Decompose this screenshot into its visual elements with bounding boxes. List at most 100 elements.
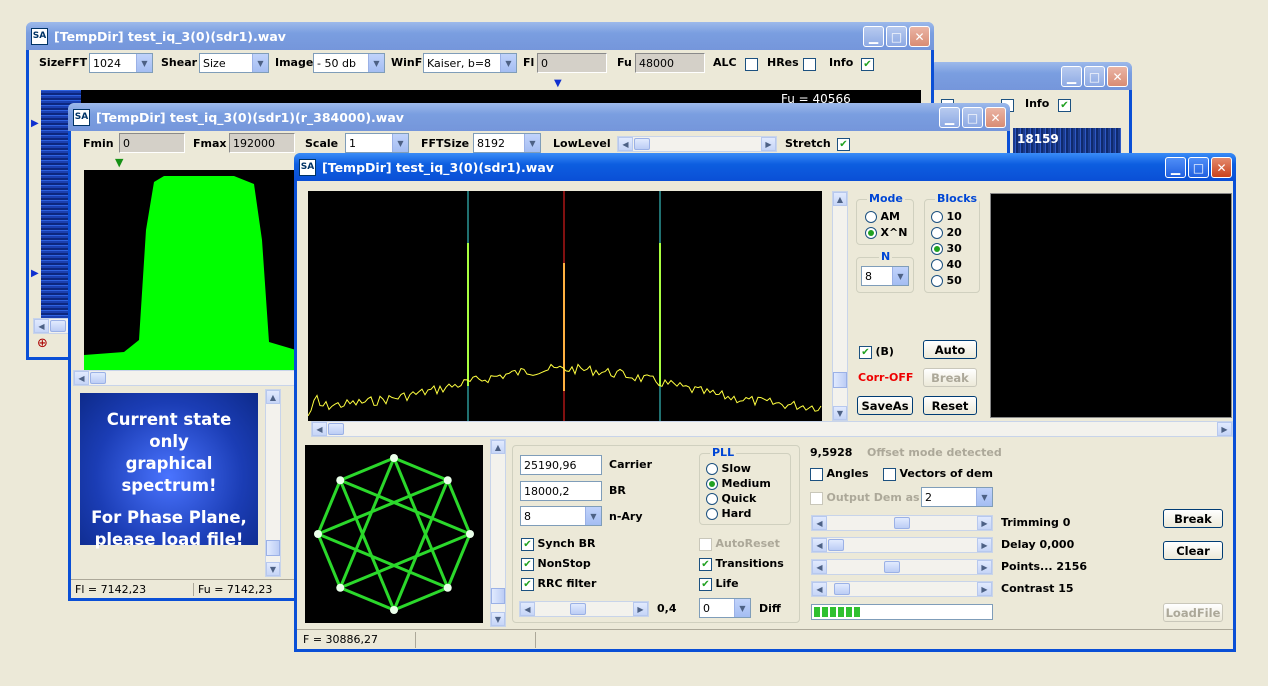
msg-line1: Current state [106,410,232,429]
mode-xn-radio[interactable] [865,227,877,239]
pll-quick-radio[interactable] [706,493,718,505]
window-main-titlebar[interactable]: SA [TempDir] test_iq_3(0)(sdr1).wav ▁ □ … [294,153,1236,181]
n-select[interactable]: 8 ▼ [861,266,909,286]
blocks-20-radio[interactable] [931,227,943,239]
blocks-30-label: 30 [946,242,962,255]
marker-icon[interactable]: ▼ [554,78,562,89]
chevron-down-icon: ▼ [252,54,268,72]
pll-slow-label: Slow [721,462,751,475]
vectors-checkbox[interactable] [883,467,896,481]
delay-slider[interactable]: ◀ ▶ [811,537,993,553]
close-icon[interactable]: ✕ [909,26,930,47]
diff-select[interactable]: 0 ▼ [699,598,751,618]
angles-checkbox[interactable] [810,467,823,481]
life-checkbox[interactable]: ✔ [699,577,712,591]
filter-slider[interactable]: ◀ ▶ [519,601,649,617]
info-label: Info [1025,97,1050,110]
close-icon[interactable]: ✕ [985,107,1006,128]
stretch-label: Stretch [785,137,831,150]
info-checkbox[interactable]: ✔ [1058,98,1071,112]
nonstop-checkbox[interactable]: ✔ [521,557,534,571]
loadfile-button[interactable]: LoadFile [1163,603,1223,622]
stretch-checkbox[interactable]: ✔ [837,137,850,151]
output-dem-select[interactable]: 2 ▼ [921,487,993,507]
rrc-filter-label: RRC filter [537,577,597,590]
minimize-icon[interactable]: ▁ [1061,66,1082,87]
scale-select[interactable]: 1 ▼ [345,133,409,153]
maximize-icon[interactable]: □ [1188,157,1209,178]
progress-bar [811,604,993,620]
lowlevel-label: LowLevel [553,137,611,150]
output-dem-checkbox[interactable] [810,491,823,505]
auto-button[interactable]: Auto [923,340,977,359]
window-title: [TempDir] test_iq_3(0)(sdr1)(r_384000).w… [96,109,404,125]
close-icon[interactable]: ✕ [1107,66,1128,87]
fmin-field[interactable]: 0 [119,133,185,153]
nary-select[interactable]: 8 ▼ [520,506,602,526]
break-button-top[interactable]: Break [923,368,977,387]
vertical-scrollbar[interactable]: ▲ ▼ [265,389,281,577]
sizefft-label: SizeFFT [39,56,88,69]
window-spectrum-titlebar[interactable]: SA [TempDir] test_iq_3(0)(sdr1)(r_384000… [68,103,1010,131]
rrc-filter-checkbox[interactable]: ✔ [521,577,534,591]
maximize-icon[interactable]: □ [886,26,907,47]
reset-button[interactable]: Reset [923,396,977,415]
sizefft-select[interactable]: 1024 ▼ [89,53,153,73]
carrier-field[interactable]: 25190,96 [520,455,602,475]
break-button[interactable]: Break [1163,509,1223,528]
fftsize-select[interactable]: 8192 ▼ [473,133,541,153]
marker-icon[interactable]: ▼ [115,156,124,169]
main-hscroll[interactable]: ◀ ▶ [311,421,1233,437]
marker-left-icon[interactable]: ▶ [31,268,39,279]
pll-hard-radio[interactable] [706,508,718,520]
alc-checkbox[interactable] [745,57,758,71]
blocks-50-radio[interactable] [931,275,943,287]
clear-button[interactable]: Clear [1163,541,1223,560]
pll-slow-radio[interactable] [706,463,718,475]
trimming-slider[interactable]: ◀ ▶ [811,515,993,531]
hres-checkbox[interactable] [803,57,816,71]
blocks-30-radio[interactable] [931,243,943,255]
fmax-field[interactable]: 192000 [229,133,295,153]
minimize-icon[interactable]: ▁ [863,26,884,47]
constellation-point [336,476,345,485]
points-slider[interactable]: ◀ ▶ [811,559,993,575]
constellation-vscroll[interactable]: ▲ ▼ [490,439,506,627]
fl-field[interactable]: 0 [537,53,607,73]
br-field[interactable]: 18000,2 [520,481,602,501]
horizontal-scrollbar[interactable]: ◀ [73,370,299,386]
blocks-40-radio[interactable] [931,259,943,271]
horizontal-scrollbar[interactable]: ◀ [33,318,73,334]
marker-left-icon[interactable]: ▶ [31,118,39,129]
image-select[interactable]: - 50 db ▼ [313,53,385,73]
contrast-slider[interactable]: ◀ ▶ [811,581,993,597]
chevron-down-icon: ▼ [136,54,152,72]
msg-line2: only [149,432,189,451]
autoreset-checkbox[interactable] [699,537,712,551]
minimize-icon[interactable]: ▁ [1165,157,1186,178]
constellation-point [314,530,322,538]
fu-field[interactable]: 48000 [635,53,705,73]
spectrum-vscroll[interactable]: ▲ ▼ [832,191,848,421]
corr-off-label: Corr-OFF [858,371,914,384]
minimize-icon[interactable]: ▁ [939,107,960,128]
window-back-right-titlebar[interactable]: ▁ □ ✕ [930,62,1132,90]
mode-am-radio[interactable] [865,211,877,223]
pll-medium-radio[interactable] [706,478,718,490]
lowlevel-slider[interactable]: ◀ ▶ [617,136,777,152]
msg-line4: For Phase Plane, [91,508,247,527]
saveas-button[interactable]: SaveAs [857,396,913,415]
transitions-checkbox[interactable]: ✔ [699,557,712,571]
close-icon[interactable]: ✕ [1211,157,1232,178]
maximize-icon[interactable]: □ [1084,66,1105,87]
info-checkbox[interactable]: ✔ [861,57,874,71]
window-spectrogram-titlebar[interactable]: SA [TempDir] test_iq_3(0)(sdr1).wav ▁ □ … [26,22,934,50]
synch-br-checkbox[interactable]: ✔ [521,537,534,551]
shear-select[interactable]: Size ▼ [199,53,269,73]
blocks-10-radio[interactable] [931,211,943,223]
b-checkbox[interactable]: ✔ [859,345,872,359]
winf-select[interactable]: Kaiser, b=8 ▼ [423,53,517,73]
maximize-icon[interactable]: □ [962,107,983,128]
zoom-icon[interactable]: ⊕ [37,336,48,351]
chevron-down-icon: ▼ [368,54,384,72]
